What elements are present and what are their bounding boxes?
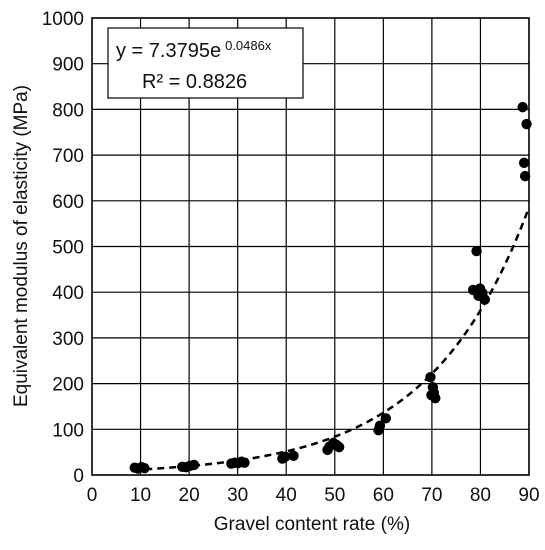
y-tick-label: 400 bbox=[52, 283, 84, 304]
equation-prefix: y = 7.3795e bbox=[116, 40, 221, 62]
r-squared: R² = 0.8826 bbox=[142, 71, 247, 93]
x-tick-label: 20 bbox=[179, 485, 200, 506]
y-tick-label: 900 bbox=[52, 55, 84, 76]
data-point bbox=[521, 118, 532, 130]
data-point bbox=[471, 245, 482, 257]
plot-area-border bbox=[91, 17, 530, 476]
x-tick-label: 30 bbox=[227, 485, 248, 506]
x-tick-label: 40 bbox=[276, 485, 297, 506]
y-tick-label: 700 bbox=[52, 146, 84, 167]
data-point bbox=[479, 294, 491, 305]
y-tick-label: 200 bbox=[52, 375, 84, 396]
y-tick-label: 0 bbox=[73, 466, 84, 487]
y-axis-title: Equivalent modulus of elasticity (MPa) bbox=[11, 85, 32, 407]
data-points bbox=[129, 101, 532, 474]
x-tick-label: 70 bbox=[421, 485, 442, 506]
x-tick-label: 60 bbox=[373, 485, 394, 506]
equation-box: y = 7.3795e 0.0486x R² = 0.8826 bbox=[107, 27, 304, 99]
data-point bbox=[333, 441, 345, 453]
x-tick-label: 10 bbox=[130, 485, 151, 506]
data-point bbox=[188, 459, 200, 471]
y-tick-label: 500 bbox=[52, 238, 84, 259]
data-point bbox=[430, 393, 441, 404]
data-point bbox=[519, 170, 531, 182]
data-point bbox=[239, 457, 250, 468]
x-axis-title: Gravel content rate (%) bbox=[214, 514, 410, 535]
x-tick-label: 0 bbox=[87, 485, 98, 506]
y-tick-label: 600 bbox=[52, 192, 84, 213]
data-point bbox=[380, 413, 391, 424]
data-point bbox=[139, 462, 150, 474]
y-tick-label: 800 bbox=[52, 100, 84, 121]
data-point bbox=[518, 157, 530, 169]
data-point bbox=[517, 101, 528, 113]
data-point bbox=[288, 450, 299, 462]
x-tick-labels: 0 10 20 30 40 50 60 70 80 90 bbox=[87, 485, 540, 506]
y-tick-label: 100 bbox=[52, 420, 84, 441]
y-tick-label: 1000 bbox=[42, 9, 84, 30]
data-point bbox=[425, 372, 436, 383]
data-point bbox=[280, 451, 291, 462]
equation-exponent: 0.0486x bbox=[225, 38, 272, 53]
data-point bbox=[374, 420, 386, 431]
x-tick-label: 50 bbox=[324, 485, 345, 506]
y-tick-label: 300 bbox=[52, 329, 84, 350]
x-tick-label: 90 bbox=[518, 485, 539, 506]
x-tick-label: 80 bbox=[470, 485, 491, 506]
trendline bbox=[133, 206, 531, 472]
y-tick-labels: 0 100 200 300 400 500 600 700 800 900 1000 bbox=[42, 9, 84, 487]
equation-box-frame bbox=[107, 27, 304, 99]
